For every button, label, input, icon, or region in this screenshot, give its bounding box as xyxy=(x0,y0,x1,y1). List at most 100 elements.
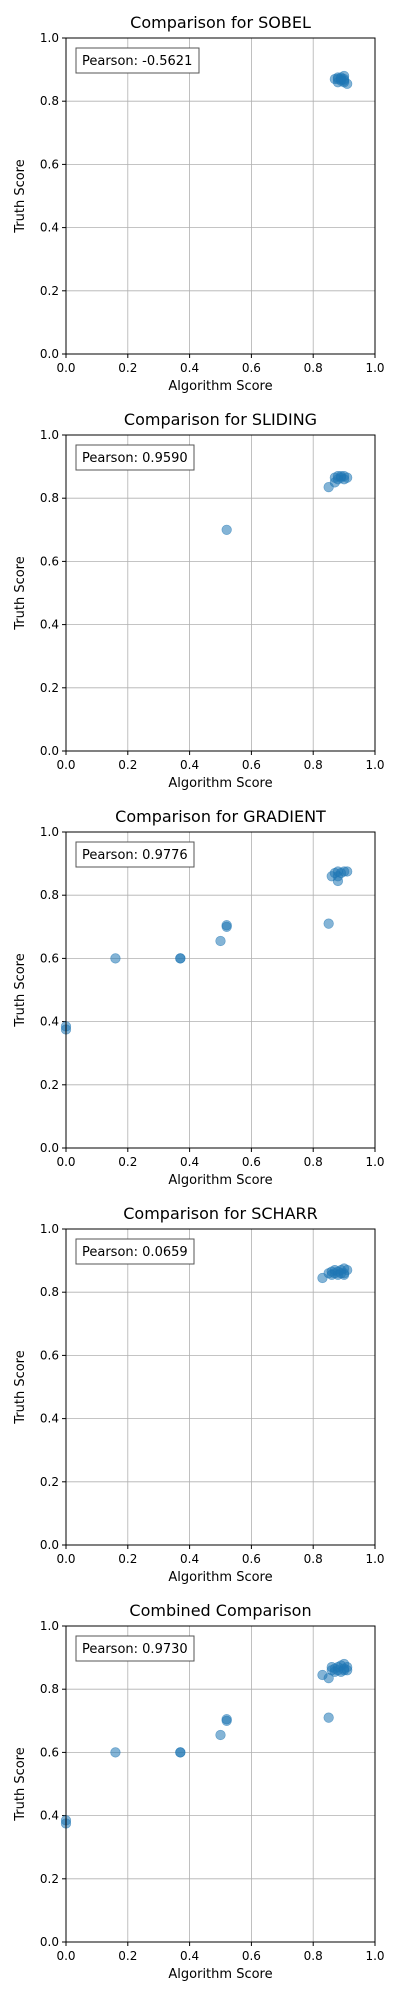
pearson-annotation: Pearson: -0.5621 xyxy=(82,54,192,69)
x-tick-label: 0.0 xyxy=(56,1155,75,1169)
chart-panel-4: Comparison for SCHARR 0.0 0.2 0.4 0.6 0.8 1.0 0… xyxy=(13,1204,385,1585)
data-point xyxy=(110,953,121,964)
pearson-annotation: Pearson: 0.9776 xyxy=(82,848,188,863)
x-tick-label: 0.0 xyxy=(56,361,75,375)
data-point xyxy=(339,1663,350,1674)
y-tick-label: 0.0 xyxy=(40,347,59,361)
chart-panel-5: Combined Comparison 0.0 0.2 0.4 0.6 0.8 1.0 0.0… xyxy=(13,1601,385,1982)
x-tick-label: 0.2 xyxy=(118,758,137,772)
y-tick-label: 1.0 xyxy=(40,428,59,442)
plot-area xyxy=(66,38,375,354)
data-point xyxy=(175,1747,186,1758)
x-tick-label: 0.2 xyxy=(118,1949,137,1963)
pearson-annotation: Pearson: 0.0659 xyxy=(82,1245,188,1260)
y-tick-label: 0.2 xyxy=(40,1475,59,1489)
y-axis-label: Truth Score xyxy=(13,1350,28,1425)
x-tick-label: 0.4 xyxy=(180,361,199,375)
x-tick-label: 1.0 xyxy=(365,758,384,772)
pearson-annotation-box xyxy=(75,47,200,74)
x-tick-label: 0.4 xyxy=(180,1949,199,1963)
data-point xyxy=(342,866,353,877)
y-tick-label: 0.8 xyxy=(40,1682,59,1696)
x-tick-label: 0.4 xyxy=(180,758,199,772)
data-point xyxy=(323,918,334,929)
chart-title: Comparison for GRADIENT xyxy=(115,807,326,826)
pearson-annotation: Pearson: 0.9590 xyxy=(82,451,188,466)
plot-area xyxy=(66,832,375,1148)
data-point xyxy=(339,75,350,86)
plot-area xyxy=(66,435,375,751)
y-tick-label: 0.8 xyxy=(40,491,59,505)
y-tick-label: 0.4 xyxy=(40,618,59,632)
y-axis-label: Truth Score xyxy=(13,159,28,234)
y-tick-label: 1.0 xyxy=(40,825,59,839)
x-axis-label: Algorithm Score xyxy=(168,379,272,394)
y-tick-label: 0.2 xyxy=(40,681,59,695)
data-point xyxy=(175,953,186,964)
axes-frame xyxy=(65,1228,376,1546)
y-tick-label: 1.0 xyxy=(40,1619,59,1633)
y-tick-label: 0.2 xyxy=(40,1872,59,1886)
y-tick-label: 0.6 xyxy=(40,1745,59,1759)
x-tick-label: 0.6 xyxy=(242,361,261,375)
y-tick-label: 0.6 xyxy=(40,157,59,171)
chart-panel-3: Comparison for GRADIENT 0.0 0.2 0.4 0.6 0.8 1.… xyxy=(13,807,385,1188)
x-tick-label: 1.0 xyxy=(365,1155,384,1169)
chart-title: Combined Comparison xyxy=(129,1601,311,1620)
pearson-annotation-box xyxy=(75,1238,195,1265)
x-tick-label: 0.6 xyxy=(242,1949,261,1963)
data-point xyxy=(323,1712,334,1723)
y-tick-label: 0.4 xyxy=(40,1015,59,1029)
x-tick-label: 0.8 xyxy=(304,1552,323,1566)
data-point xyxy=(221,524,232,535)
pearson-annotation-box xyxy=(75,444,195,471)
data-point xyxy=(329,472,340,483)
axes-frame xyxy=(65,831,376,1149)
data-point xyxy=(221,920,232,931)
x-tick-label: 0.8 xyxy=(304,1155,323,1169)
y-tick-label: 0.0 xyxy=(40,1141,59,1155)
x-tick-label: 0.0 xyxy=(56,758,75,772)
y-axis-label: Truth Score xyxy=(13,953,28,1028)
y-tick-label: 0.0 xyxy=(40,1935,59,1949)
y-tick-label: 0.6 xyxy=(40,951,59,965)
chart-title: Comparison for SCHARR xyxy=(123,1204,318,1223)
x-tick-label: 0.6 xyxy=(242,758,261,772)
x-tick-label: 0.2 xyxy=(118,361,137,375)
x-tick-label: 0.8 xyxy=(304,1949,323,1963)
y-tick-label: 0.8 xyxy=(40,94,59,108)
y-axis-label: Truth Score xyxy=(13,1747,28,1822)
chart-title: Comparison for SOBEL xyxy=(130,13,311,32)
x-tick-label: 0.6 xyxy=(242,1155,261,1169)
data-point xyxy=(215,1729,226,1741)
y-tick-label: 0.2 xyxy=(40,284,59,298)
x-tick-label: 0.8 xyxy=(304,758,323,772)
y-tick-label: 0.0 xyxy=(40,744,59,758)
axes-frame xyxy=(65,434,376,752)
pearson-annotation: Pearson: 0.9730 xyxy=(82,1642,188,1657)
y-tick-label: 0.2 xyxy=(40,1078,59,1092)
y-tick-label: 1.0 xyxy=(40,31,59,45)
data-point xyxy=(332,871,344,882)
y-tick-label: 0.6 xyxy=(40,554,59,568)
data-point xyxy=(326,1661,337,1673)
y-tick-label: 0.0 xyxy=(40,1538,59,1552)
chart-panel-2: Comparison for SLIDING 0.0 0.2 0.4 0.6 0.8 1.0… xyxy=(13,410,385,791)
pearson-annotation-box xyxy=(75,841,195,868)
x-tick-label: 0.4 xyxy=(180,1552,199,1566)
x-axis-label: Algorithm Score xyxy=(168,1570,272,1585)
x-tick-label: 1.0 xyxy=(365,1949,384,1963)
data-point xyxy=(215,935,226,947)
x-tick-label: 0.6 xyxy=(242,1552,261,1566)
x-tick-label: 0.2 xyxy=(118,1552,137,1566)
y-tick-label: 0.6 xyxy=(40,1348,59,1362)
x-tick-label: 0.4 xyxy=(180,1155,199,1169)
y-tick-label: 0.4 xyxy=(40,1809,59,1823)
data-point xyxy=(326,1269,337,1280)
y-tick-label: 0.8 xyxy=(40,1285,59,1299)
y-tick-label: 0.4 xyxy=(40,1412,59,1426)
x-tick-label: 0.8 xyxy=(304,361,323,375)
x-tick-label: 1.0 xyxy=(365,1552,384,1566)
y-axis-label: Truth Score xyxy=(13,556,28,631)
